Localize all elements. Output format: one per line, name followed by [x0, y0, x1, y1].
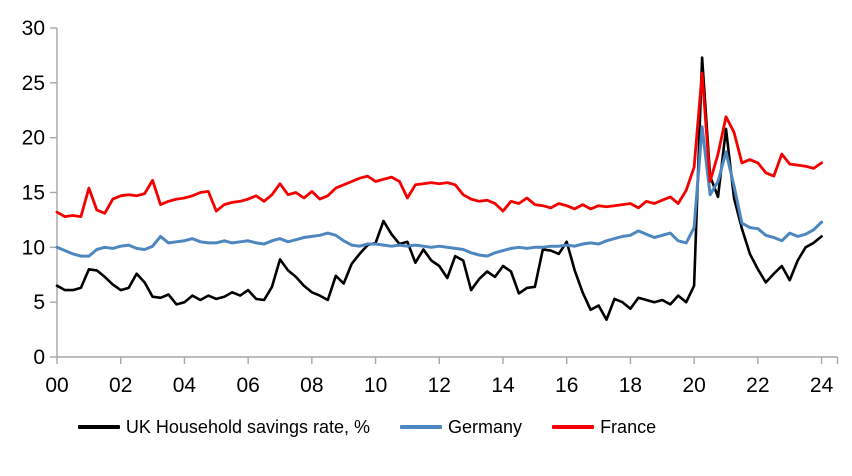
legend-line-swatch-uk — [77, 425, 120, 429]
x-tick-label: 08 — [300, 374, 323, 397]
x-tick-label: 20 — [682, 374, 705, 397]
y-tick-label: 20 — [22, 127, 45, 150]
x-tick-label: 10 — [364, 374, 387, 397]
chart-legend: UK Household savings rate, % Germany Fra… — [0, 418, 852, 436]
x-tick-label: 04 — [173, 374, 197, 397]
legend-item-france: France — [552, 418, 656, 436]
x-tick-label: 24 — [810, 374, 834, 397]
x-tick-label: 02 — [109, 374, 132, 397]
x-tick-label: 12 — [428, 374, 451, 397]
line-chart-plot-area: 0 5 10 15 20 25 30 00 02 04 06 08 10 12 14 16 18 20 22 24 — [22, 17, 839, 397]
legend-label-uk: UK Household savings rate, % — [125, 417, 371, 437]
y-tick-label: 30 — [22, 17, 45, 40]
x-tick-label: 00 — [45, 374, 68, 397]
legend-item-germany: Germany — [400, 418, 522, 436]
series-line-uk — [55, 56, 823, 322]
y-tick-label: 5 — [33, 291, 45, 314]
x-tick-label: 16 — [555, 374, 578, 397]
y-tick-label: 15 — [22, 182, 45, 205]
x-tick-labels: 00 02 04 06 08 10 12 14 16 18 20 22 24 — [45, 357, 839, 397]
y-tick-label: 25 — [22, 72, 45, 95]
series-line-germany — [55, 125, 824, 258]
legend-item-uk: UK Household savings rate, % — [77, 417, 371, 437]
x-tick-label: 18 — [619, 374, 642, 397]
legend-line-swatch-germany — [400, 425, 443, 429]
x-tick-label: 14 — [491, 374, 515, 397]
y-tick-labels: 0 5 10 15 20 25 30 — [22, 17, 57, 369]
x-tick-label: 22 — [746, 374, 769, 397]
legend-line-swatch-france — [552, 425, 595, 429]
y-tick-label: 10 — [22, 236, 45, 259]
legend-label-germany: Germany — [448, 417, 523, 437]
x-tick-label: 06 — [236, 374, 259, 397]
axes — [56, 28, 838, 358]
y-tick-label: 0 — [33, 346, 45, 369]
series-line-france — [55, 71, 823, 219]
legend-label-france: France — [600, 417, 657, 437]
